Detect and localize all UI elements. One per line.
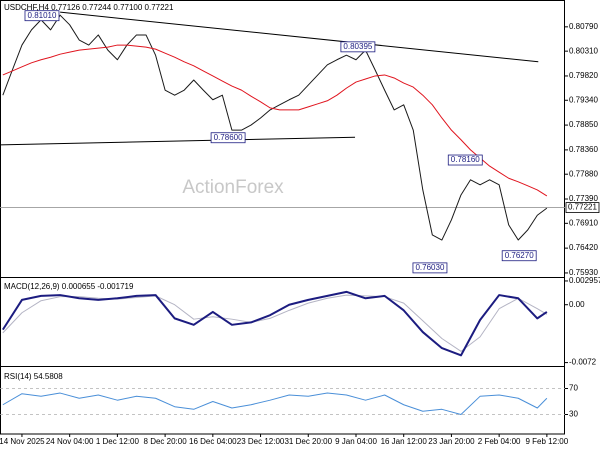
y-tick-label: 0.79820 bbox=[569, 71, 598, 80]
x-tick-label: 2 Feb 04:00 bbox=[478, 437, 521, 446]
x-tick-label: 31 Dec 20:00 bbox=[284, 437, 332, 446]
y-tick-label: 0.77390 bbox=[569, 194, 598, 203]
last-price-label: 0.77221 bbox=[568, 203, 597, 212]
y-tick-label: 70 bbox=[569, 384, 578, 393]
y-tick-label: 0.002957 bbox=[569, 276, 600, 285]
x-tick-label: 8 Dec 20:00 bbox=[144, 437, 188, 446]
y-tick-label: 30 bbox=[569, 410, 578, 419]
panel-title: MACD(12,26,9) 0.000655 -0.001719 bbox=[4, 282, 134, 291]
trend-line bbox=[60, 11, 539, 63]
series-line bbox=[2, 290, 548, 357]
y-tick-label: 0.78850 bbox=[569, 120, 598, 129]
price-label-box bbox=[340, 41, 376, 53]
x-tick-label: 1 Dec 12:00 bbox=[96, 437, 140, 446]
price-label: 0.76030 bbox=[415, 263, 444, 272]
price-label-box bbox=[447, 154, 483, 166]
price-label-box bbox=[501, 250, 537, 262]
price-label: 0.78160 bbox=[451, 155, 480, 164]
y-tick-label: 0.76420 bbox=[569, 243, 598, 252]
x-tick-label: 9 Jan 04:00 bbox=[335, 437, 377, 446]
price-label: 0.81010 bbox=[28, 11, 57, 20]
y-tick-label: 0.79340 bbox=[569, 95, 598, 104]
price-label: 0.76270 bbox=[505, 251, 534, 260]
series-line bbox=[2, 392, 548, 415]
series-line bbox=[2, 44, 548, 197]
y-tick-label: 0.80790 bbox=[569, 22, 598, 31]
watermark: ActionForex bbox=[182, 177, 284, 198]
y-tick-label: 0.76910 bbox=[569, 218, 598, 227]
x-tick-label: 14 Nov 2025 bbox=[0, 437, 45, 446]
x-tick-label: 16 Dec 04:00 bbox=[189, 437, 237, 446]
x-tick-label: 23 Dec 12:00 bbox=[237, 437, 285, 446]
x-tick-label: 24 Nov 04:00 bbox=[46, 437, 94, 446]
price-label-box bbox=[24, 10, 60, 22]
panel-title: USDCHF,H4 0.77126 0.77244 0.77100 0.7722… bbox=[4, 3, 174, 12]
price-label-box bbox=[412, 262, 448, 274]
panel-title: RSI(14) 54.5808 bbox=[4, 372, 63, 381]
y-tick-label: 0.78360 bbox=[569, 145, 598, 154]
x-tick-label: 23 Jan 20:00 bbox=[428, 437, 475, 446]
y-tick-label: 0.00 bbox=[569, 300, 585, 309]
price-label: 0.78600 bbox=[214, 133, 243, 142]
x-tick-label: 9 Feb 12:00 bbox=[526, 437, 569, 446]
price-label: 0.80395 bbox=[343, 42, 372, 51]
y-tick-label: 0.80310 bbox=[569, 46, 598, 55]
x-tick-label: 16 Jan 12:00 bbox=[381, 437, 428, 446]
last-price-box bbox=[565, 202, 600, 213]
y-tick-label: 0.77880 bbox=[569, 169, 598, 178]
series-line bbox=[2, 14, 548, 241]
y-tick-label: 0.75930 bbox=[569, 268, 598, 277]
trend-line bbox=[0, 136, 356, 146]
price-label-box bbox=[210, 132, 246, 144]
plot-frame bbox=[0, 0, 565, 435]
y-tick-label: -0.0072 bbox=[569, 358, 597, 367]
